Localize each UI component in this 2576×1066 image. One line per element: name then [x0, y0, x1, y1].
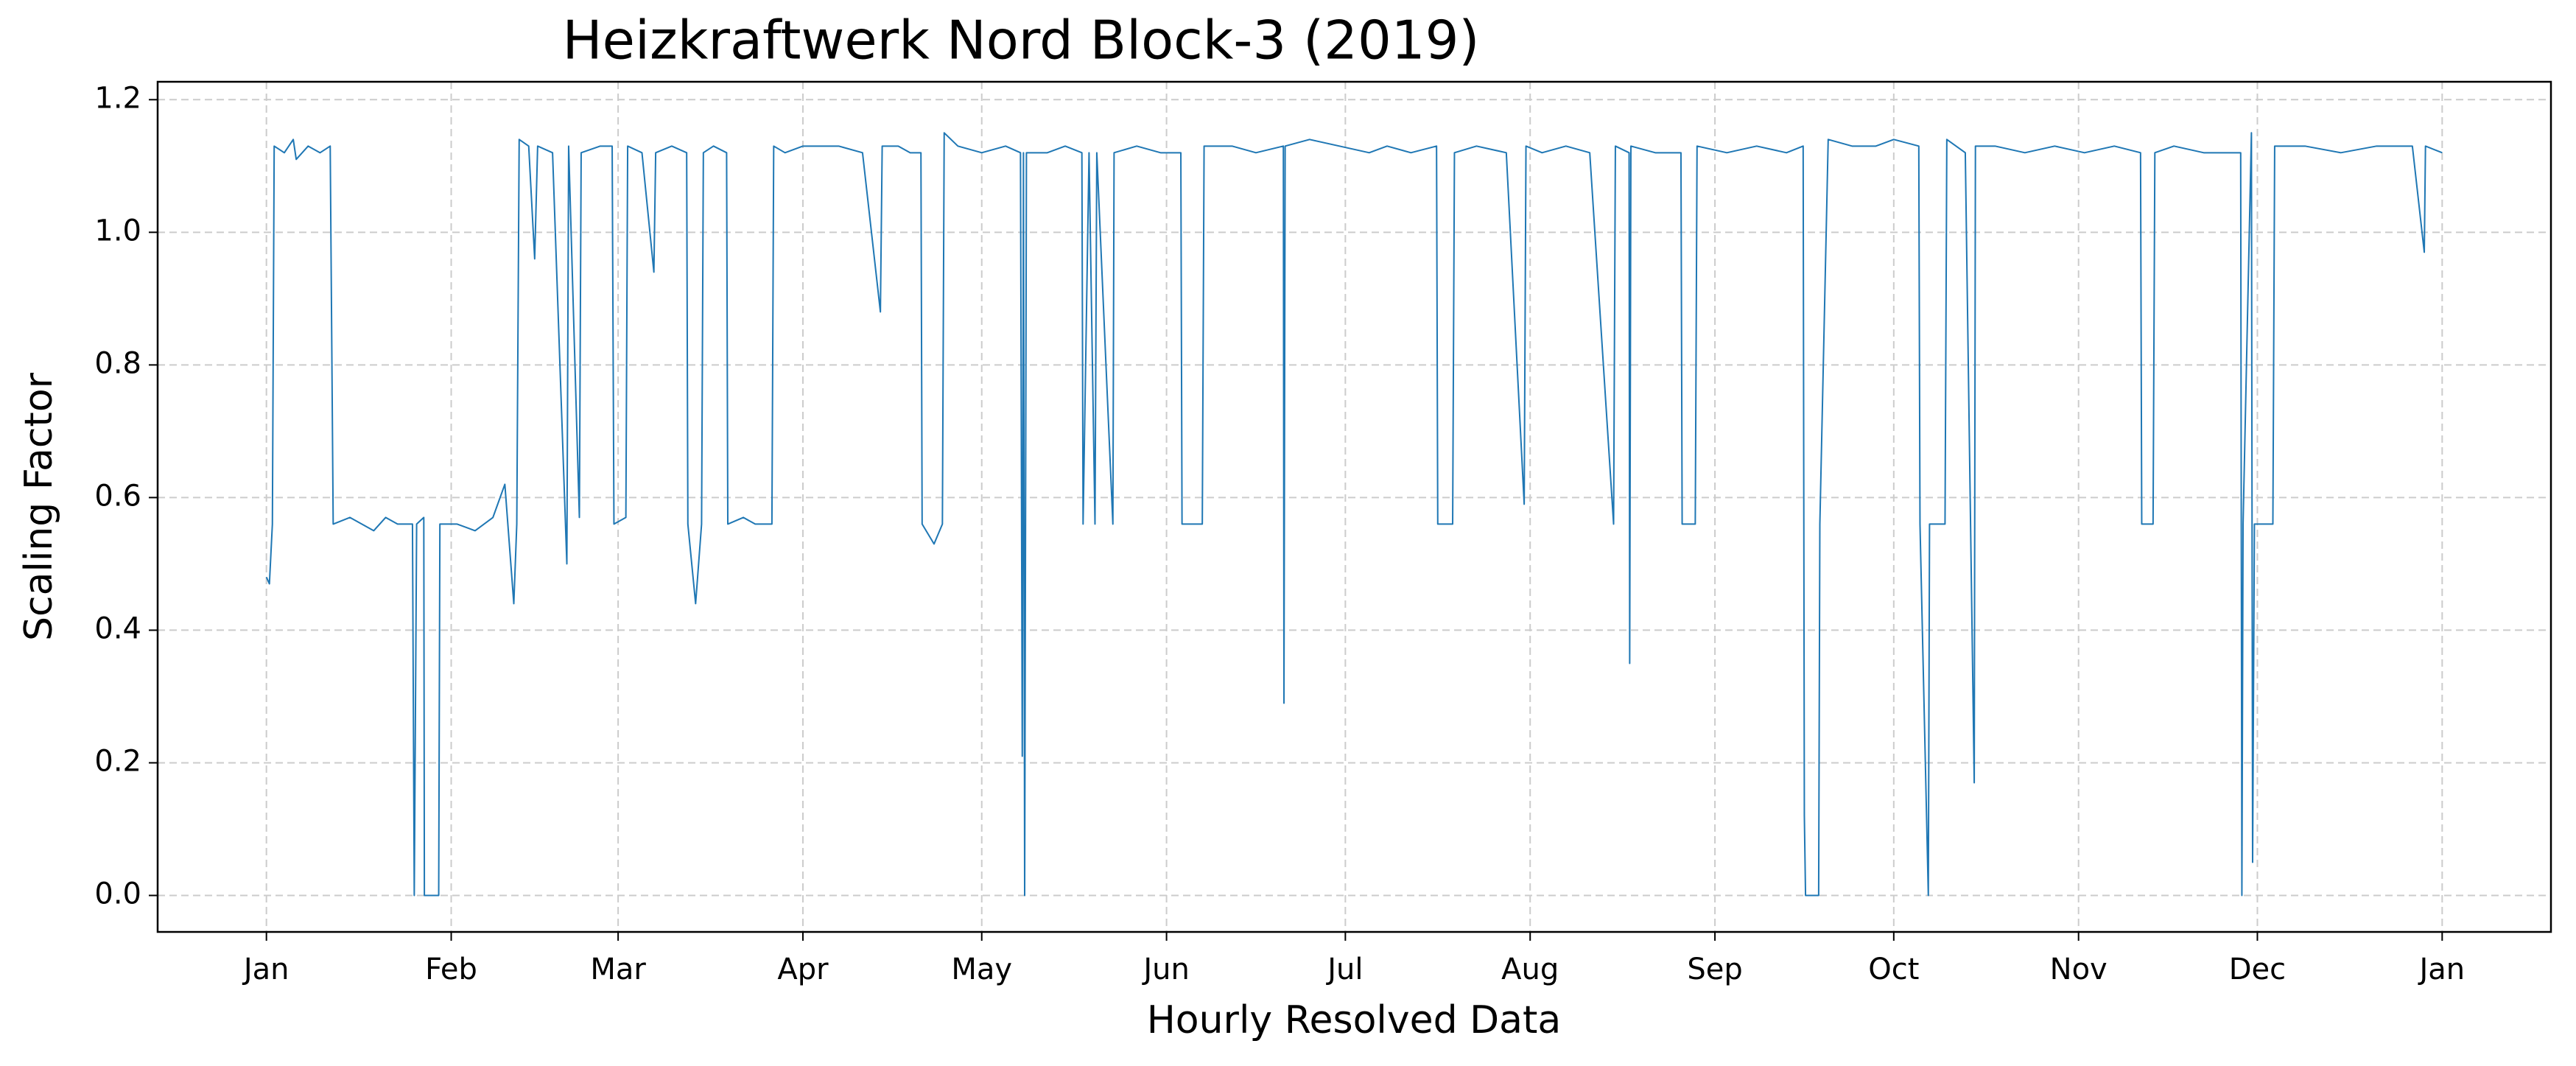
- x-tick-label: Oct: [1868, 953, 1919, 986]
- y-tick-label: 0.0: [94, 877, 141, 911]
- x-tick-label: Feb: [425, 953, 477, 986]
- x-axis-label: Hourly Resolved Data: [1147, 998, 1562, 1042]
- y-axis-label: Scaling Factor: [17, 372, 61, 641]
- x-tick-label: Apr: [777, 953, 829, 986]
- y-tick-label: 1.2: [94, 81, 141, 115]
- y-tick-label: 1.0: [94, 214, 141, 248]
- x-tick-label: Aug: [1501, 953, 1559, 986]
- x-tick-label: Nov: [2050, 953, 2108, 986]
- y-tick-label: 0.8: [94, 346, 141, 380]
- plot-frame: [156, 80, 2552, 933]
- x-tick-label: Jan: [242, 953, 289, 986]
- y-tick-label: 0.2: [94, 744, 141, 778]
- y-tick-label: 0.6: [94, 479, 141, 513]
- x-tick-label: Mar: [590, 953, 646, 986]
- x-tick-label: May: [951, 953, 1012, 986]
- y-tick-label: 0.4: [94, 611, 141, 645]
- x-tick-label: Sep: [1687, 953, 1742, 986]
- data-line: [265, 132, 2443, 897]
- x-tick-label: Jul: [1325, 953, 1363, 986]
- x-tick-label: Jun: [1141, 953, 1190, 986]
- x-tick-label: Dec: [2229, 953, 2286, 986]
- x-tick-label: Jan: [2417, 953, 2465, 986]
- chart-title: Heizkraftwerk Nord Block-3 (2019): [563, 10, 1480, 71]
